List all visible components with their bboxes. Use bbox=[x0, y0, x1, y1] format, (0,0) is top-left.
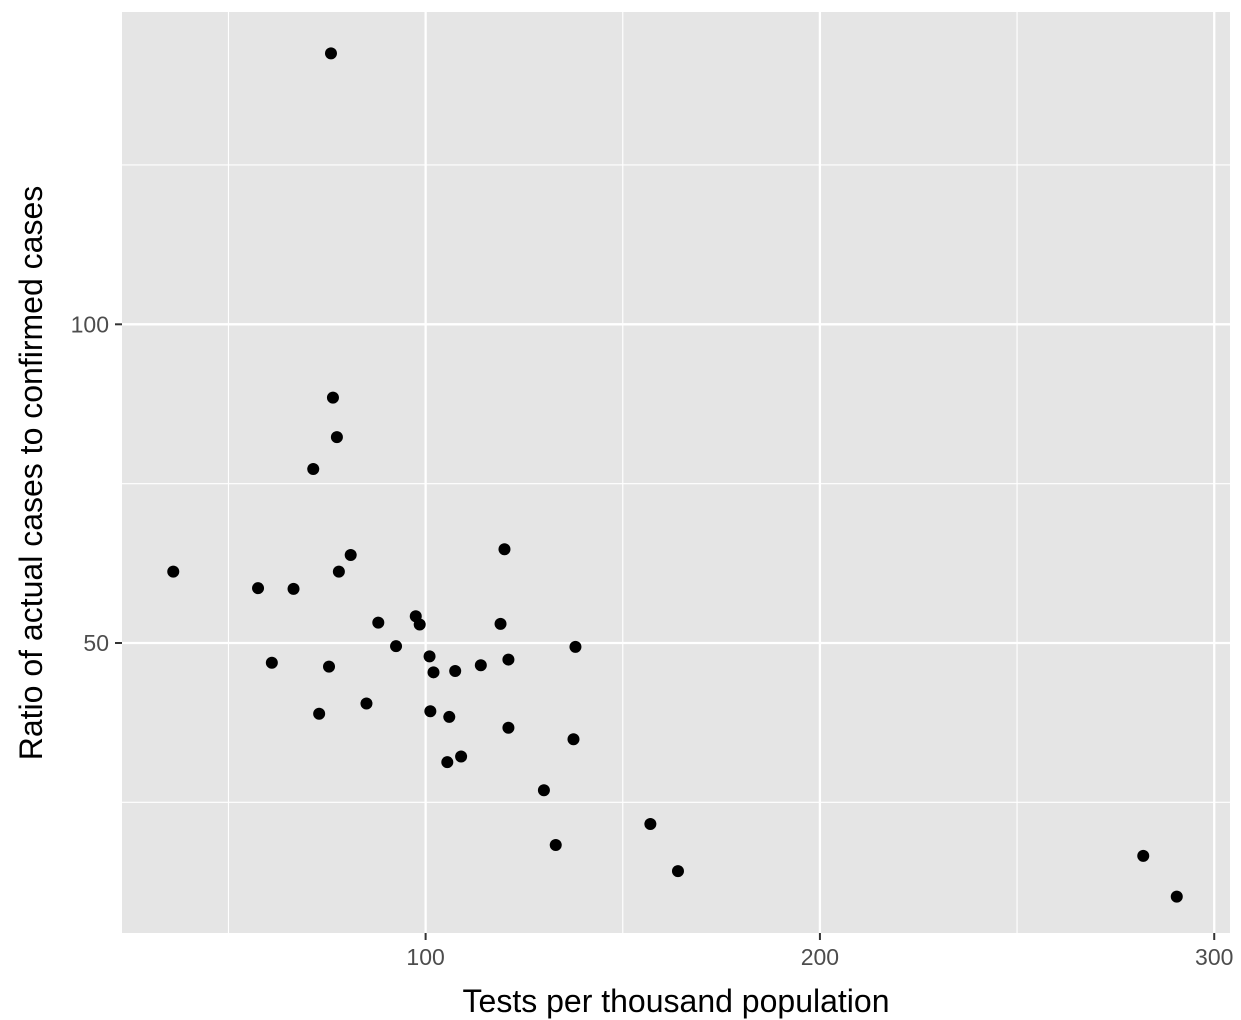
data-point bbox=[502, 653, 515, 666]
x-axis-title: Tests per thousand population bbox=[463, 983, 890, 1019]
data-point bbox=[326, 391, 339, 404]
data-point bbox=[307, 462, 320, 475]
data-point bbox=[360, 697, 373, 710]
y-tick-label: 50 bbox=[83, 630, 109, 656]
data-point bbox=[498, 543, 511, 556]
data-point bbox=[390, 640, 403, 653]
data-point bbox=[265, 656, 278, 669]
data-point bbox=[443, 710, 456, 723]
major-gridlines bbox=[122, 12, 1230, 933]
y-tick-label: 100 bbox=[71, 311, 109, 337]
data-point bbox=[449, 665, 462, 678]
x-tick-label: 100 bbox=[406, 944, 444, 970]
data-point bbox=[344, 549, 357, 562]
data-point bbox=[252, 582, 265, 595]
data-point bbox=[424, 705, 437, 718]
data-point bbox=[324, 47, 337, 60]
x-tick-label: 200 bbox=[801, 944, 839, 970]
data-point bbox=[494, 617, 507, 630]
data-point bbox=[569, 640, 582, 653]
data-point bbox=[1170, 890, 1183, 903]
data-point bbox=[323, 660, 336, 673]
data-point bbox=[1137, 849, 1150, 862]
data-point bbox=[671, 865, 684, 878]
data-point bbox=[455, 750, 468, 763]
data-point bbox=[502, 721, 515, 734]
data-point bbox=[537, 784, 550, 797]
data-point bbox=[423, 650, 436, 663]
minor-gridlines bbox=[122, 12, 1230, 933]
data-point bbox=[549, 839, 562, 852]
axis-tick-labels: 100 200 300 50 100 bbox=[71, 311, 1234, 970]
data-point bbox=[287, 582, 300, 595]
data-point bbox=[167, 565, 180, 578]
data-point bbox=[567, 733, 580, 746]
data-point bbox=[644, 818, 657, 831]
y-axis-title: Ratio of actual cases to confirmed cases bbox=[13, 186, 49, 761]
axis-ticks bbox=[115, 323, 1216, 940]
data-point bbox=[427, 666, 440, 679]
x-tick-label: 300 bbox=[1195, 944, 1233, 970]
data-point bbox=[313, 707, 326, 720]
data-point bbox=[441, 756, 454, 769]
data-points bbox=[167, 47, 1183, 903]
plot-panel bbox=[122, 12, 1230, 933]
data-point bbox=[372, 616, 385, 629]
data-point bbox=[474, 659, 487, 672]
data-point bbox=[330, 431, 343, 444]
data-point bbox=[332, 565, 345, 578]
data-point bbox=[413, 618, 426, 631]
